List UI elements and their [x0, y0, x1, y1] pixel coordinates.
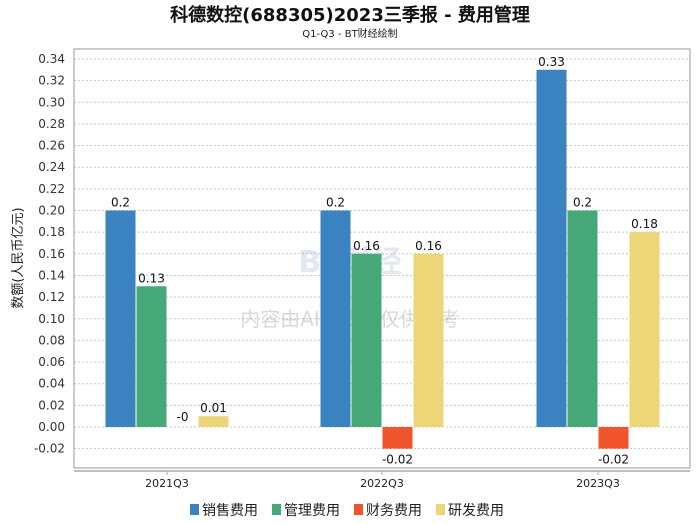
legend-swatch [272, 504, 281, 515]
data-label: 0.13 [138, 271, 165, 285]
x-tick-label: 2021Q3 [145, 477, 189, 490]
data-label: 0.33 [538, 55, 565, 69]
bar [320, 210, 351, 427]
y-tick-label: 0.12 [38, 290, 65, 304]
y-tick-label: 0.04 [38, 377, 65, 391]
data-label: -0.02 [598, 453, 629, 467]
y-tick-label: 0.22 [38, 182, 65, 196]
legend-swatch [436, 504, 445, 515]
chart-subtitle: Q1-Q3 - BT财经绘制 [302, 27, 397, 40]
bar [382, 427, 413, 449]
x-tick-label: 2023Q3 [576, 477, 620, 490]
data-label: 0.2 [111, 196, 130, 210]
y-tick-label: 0.08 [38, 333, 65, 347]
y-tick-label: 0.16 [38, 247, 65, 261]
y-tick-label: 0.14 [38, 268, 65, 282]
data-label: 0.16 [415, 239, 442, 253]
y-tick-label: 0.02 [38, 398, 65, 412]
data-label: 0.2 [326, 196, 345, 210]
x-tick-label: 2022Q3 [360, 477, 404, 490]
legend-swatch [190, 504, 199, 515]
x-axis: 2021Q3 2022Q3 2023Q3 [74, 470, 690, 490]
bar [136, 286, 167, 427]
y-tick-label: 0.28 [38, 117, 65, 131]
legend-label: 销售费用 [202, 503, 258, 519]
bar [198, 416, 229, 427]
y-tick-label: 0.00 [38, 420, 65, 434]
plot-border [73, 48, 691, 469]
y-axis-ticks: -0.02 0.00 0.02 0.04 0.06 0.08 0.10 0.12 0.14 0.1… [34, 52, 65, 456]
y-tick-label: 0.06 [38, 355, 65, 369]
y-tick-label: 0.20 [38, 204, 65, 218]
y-axis-label: 数额(人民币亿元) [11, 207, 26, 308]
y-tick-label: 0.30 [38, 95, 65, 109]
bar [351, 253, 382, 427]
bar [629, 232, 660, 427]
chart-title: 科德数控(688305)2023三季报 - 费用管理 [170, 4, 530, 26]
data-label: 0.16 [353, 239, 380, 253]
y-tick-label: 0.32 [38, 74, 65, 88]
bar [105, 210, 136, 427]
bar [567, 210, 598, 427]
data-label: -0.02 [382, 453, 413, 467]
bar [536, 69, 567, 428]
legend: 销售费用 管理费用 财务费用 研发费用 [190, 503, 504, 519]
y-tick-label: 0.34 [38, 52, 65, 66]
legend-swatch [354, 504, 363, 515]
y-tick-label: 0.26 [38, 139, 65, 153]
y-tick-label: 0.24 [38, 160, 65, 174]
bar [413, 253, 444, 427]
data-label: 0.01 [200, 401, 227, 415]
legend-label: 管理费用 [284, 503, 340, 519]
y-tick-label: 0.10 [38, 312, 65, 326]
data-label: 0.18 [631, 217, 658, 231]
legend-label: 财务费用 [366, 503, 422, 519]
data-label: 0.2 [573, 196, 592, 210]
y-tick-label: 0.18 [38, 225, 65, 239]
y-tick-label: -0.02 [34, 442, 65, 456]
legend-label: 研发费用 [448, 503, 504, 519]
bar [598, 427, 629, 449]
data-label: -0 [177, 410, 189, 424]
bars: 0.2 0.2 0.33 0.13 0.16 0.2 -0 -0.02 -0.02 0.01 0.1… [105, 55, 660, 467]
